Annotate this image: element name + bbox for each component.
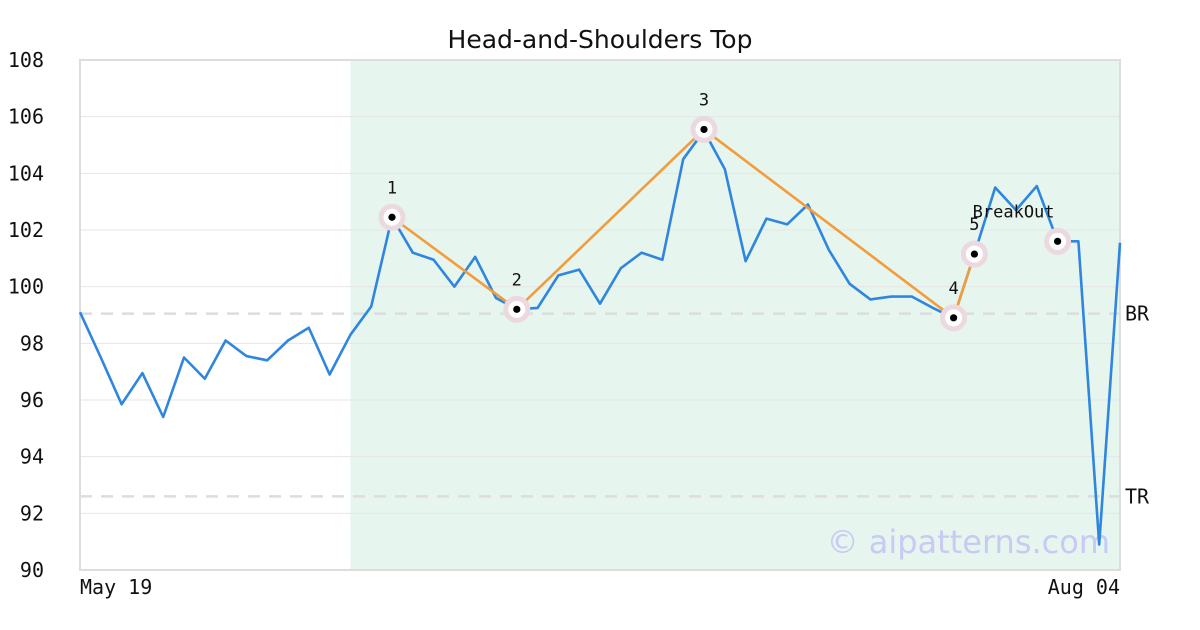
y-tick-label: 106 bbox=[8, 105, 44, 129]
pattern-marker-dot bbox=[950, 314, 958, 322]
y-tick-label: 92 bbox=[20, 501, 44, 525]
x-axis-tick-labels: May 19 Aug 04 bbox=[80, 575, 1120, 599]
pattern-marker-dot bbox=[1054, 237, 1062, 245]
y-tick-label: 90 bbox=[20, 558, 44, 582]
y-tick-label: 108 bbox=[8, 48, 44, 72]
watermark: © aipatterns.com bbox=[827, 523, 1110, 561]
pattern-point-label: 2 bbox=[512, 270, 522, 290]
pattern-point-label: 1 bbox=[387, 178, 397, 198]
pattern-markers bbox=[378, 115, 1072, 332]
reference-label-br: BR bbox=[1125, 302, 1150, 326]
y-tick-label: 98 bbox=[20, 331, 44, 355]
pattern-point-label: 3 bbox=[699, 90, 709, 110]
pattern-point-label: BreakOut bbox=[973, 202, 1055, 222]
y-tick-label: 102 bbox=[8, 218, 44, 242]
y-axis-tick-labels: 90 92 94 96 98 100 102 104 106 108 bbox=[8, 48, 44, 582]
pattern-marker-dot bbox=[700, 125, 708, 134]
chart-title: Head-and-Shoulders Top bbox=[448, 25, 753, 54]
reference-label-tr: TR bbox=[1125, 484, 1150, 508]
pattern-highlight-region bbox=[350, 60, 1120, 570]
y-tick-label: 94 bbox=[20, 445, 44, 469]
highlight-band bbox=[350, 60, 1120, 570]
pattern-marker-dot bbox=[970, 250, 979, 258]
y-tick-label: 96 bbox=[20, 388, 44, 412]
pattern-marker-dot bbox=[513, 305, 521, 313]
x-tick-label: May 19 bbox=[80, 575, 152, 599]
pattern-point-label: 5 bbox=[969, 215, 979, 235]
y-tick-label: 104 bbox=[8, 161, 44, 185]
y-tick-label: 100 bbox=[8, 275, 44, 299]
pattern-marker-dot bbox=[388, 213, 396, 221]
x-tick-label: Aug 04 bbox=[1048, 575, 1120, 599]
pattern-point-label: 4 bbox=[948, 279, 958, 299]
